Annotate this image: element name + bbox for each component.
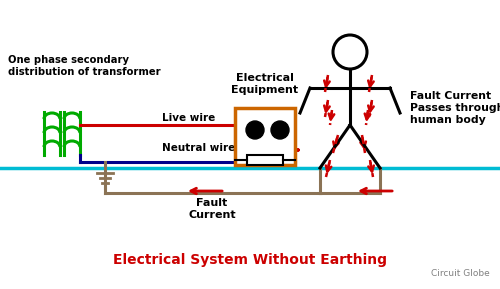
Text: Neutral wire: Neutral wire	[162, 143, 236, 153]
Text: One phase secondary
distribution of transformer: One phase secondary distribution of tran…	[8, 55, 160, 77]
Bar	[247, 155, 283, 165]
Circle shape	[271, 121, 289, 139]
Text: Electrical System Without Earthing: Electrical System Without Earthing	[113, 253, 387, 267]
Circle shape	[246, 121, 264, 139]
Text: Fault
Current: Fault Current	[188, 198, 236, 220]
Text: Fault Current
Passes through the
human body: Fault Current Passes through the human b…	[410, 91, 500, 125]
Text: Circuit Globe: Circuit Globe	[431, 269, 490, 278]
Bar	[235, 108, 295, 165]
Text: Electrical
Equipment: Electrical Equipment	[232, 73, 298, 95]
Text: Live wire: Live wire	[162, 113, 215, 123]
